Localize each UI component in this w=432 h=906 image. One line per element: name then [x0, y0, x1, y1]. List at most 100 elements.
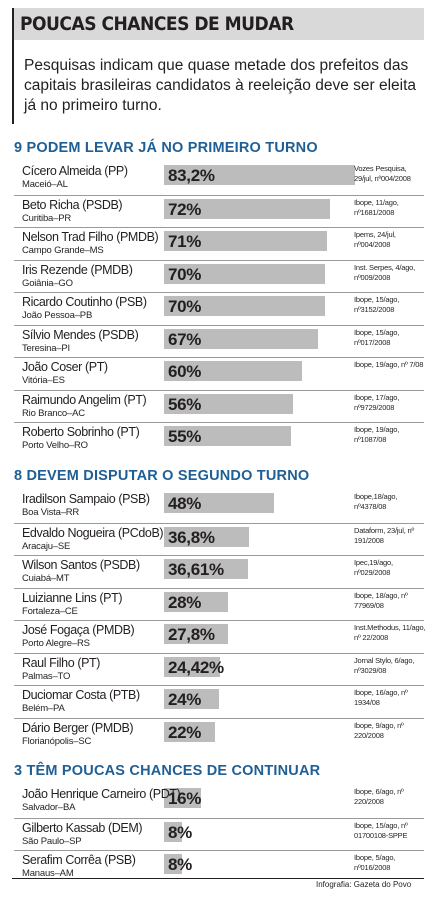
value-label: 55% — [168, 427, 202, 446]
candidate-row: Raul Filho (PT) Palmas–TO 24,42% Jornal Sty… — [14, 652, 424, 686]
candidate-row: Gilberto Kassab (DEM) São Paulo–SP 8% Ibope… — [14, 817, 424, 851]
poll-source: Ibope, 5/ago, nº016/2008 — [354, 853, 396, 872]
value-label: 28% — [168, 592, 202, 612]
bottom-divider — [12, 878, 424, 879]
candidate-row: José Fogaça (PMDB) Porto Alegre–RS 27,8% In… — [14, 620, 426, 653]
poll-source: Ibope, 17/ago, nº9729/2008 — [354, 392, 400, 412]
value-label: 16% — [168, 789, 202, 808]
candidate-name: Cícero Almeida (PP) — [22, 164, 128, 178]
value-bar — [164, 526, 249, 547]
value-bar — [164, 721, 215, 742]
candidate-name: Duciomar Costa (PTB) — [22, 688, 140, 702]
candidate-city: Boa Vista–RR — [22, 507, 80, 518]
candidate-name: João Coser (PT) — [22, 360, 108, 374]
candidate-name: Beto Richa (PSDB) — [22, 197, 123, 212]
poll-source: Ibope, 11/ago, nº1681/2008 — [354, 197, 399, 217]
value-label: 70% — [168, 297, 202, 316]
bar-chart-rows: João Henrique Carneiro (PDT) Salvador–BA 1… — [14, 785, 424, 883]
credit: Infografia: Gazeta do Povo — [316, 880, 412, 889]
poll-source: Ibope, 9/ago, nº 220/2008 — [354, 720, 404, 740]
value-bar — [164, 263, 325, 284]
value-label: 70% — [168, 264, 202, 284]
poll-source: Ibope, 15/ago, nº3152/2008 — [354, 295, 400, 314]
value-bar — [164, 689, 220, 709]
bar-chart-rows: Iradilson Sampaio (PSB) Boa Vista–RR 48% Ib… — [14, 490, 426, 751]
candidate-row: Dário Berger (PMDB) Florianópolis–SC 22% Ib… — [14, 717, 424, 751]
value-bar — [164, 493, 275, 513]
value-label: 27,8% — [168, 625, 215, 644]
poll-source: Ibope, 15/ago, nº 01700108-SPPE — [354, 820, 408, 840]
poll-source: Ibope, 6/ago, nº 220/2008 — [354, 787, 404, 806]
value-bar — [164, 328, 319, 349]
candidate-row: João Coser (PT) Vitória–ES 60% Ibope, 19/ag… — [14, 357, 424, 390]
candidate-name: Wilson Santos (PSDB) — [22, 558, 140, 572]
poll-source: Ipems, 24/jul, nº004/2008 — [354, 230, 396, 249]
value-label: 36,61% — [168, 560, 224, 579]
candidate-city: Porto Velho–RO — [22, 440, 88, 451]
candidate-city: João Pessoa–PB — [22, 310, 93, 321]
candidate-row: João Henrique Carneiro (PDT) Salvador–BA 1… — [14, 785, 424, 818]
candidate-city: Teresina–PI — [22, 342, 70, 354]
poll-source: Ibope,18/ago, nº4378/08 — [354, 492, 398, 511]
candidate-name: Luizianne Lins (PT) — [22, 590, 123, 605]
candidate-city: Goiânia–GO — [22, 277, 73, 289]
candidate-city: Curitiba–PR — [22, 212, 72, 224]
value-label: 24,42% — [168, 657, 224, 677]
value-label: 22% — [168, 722, 202, 742]
value-label: 24% — [168, 690, 202, 709]
value-bar — [164, 656, 221, 677]
candidate-name: Raimundo Angelim (PT) — [22, 392, 147, 407]
value-label: 60% — [168, 362, 202, 381]
value-label: 56% — [168, 394, 202, 414]
candidate-row: Wilson Santos (PSDB) Cuiabá–MT 36,61% Ipec,… — [14, 555, 424, 588]
candidate-name: Ricardo Coutinho (PSB) — [22, 295, 147, 309]
poll-source: Ibope, 19/ago, nº 7/08 — [354, 360, 424, 369]
candidate-city: Rio Branco–AC — [22, 407, 85, 419]
value-bar — [164, 165, 356, 185]
value-bar — [164, 559, 249, 579]
poll-source: Inst. Serpes, 4/ago, nº009/2008 — [354, 262, 416, 282]
candidate-name: Edvaldo Nogueira (PCdoB) — [22, 525, 164, 540]
candidate-row: Duciomar Costa (PTB) Belém–PA 24% Ibope, 16… — [14, 685, 424, 718]
value-label: 36,8% — [168, 527, 215, 547]
candidate-row: Ricardo Coutinho (PSB) João Pessoa–PB 70% I… — [14, 292, 424, 325]
candidate-city: Maceió–AL — [22, 179, 68, 190]
candidate-row: Roberto Sobrinho (PT) Porto Velho–RO 55% Ib… — [14, 422, 424, 455]
candidate-city: Campo Grande–MS — [22, 245, 104, 256]
candidate-city: Florianópolis–SC — [22, 735, 92, 747]
candidate-city: Belém–PA — [22, 703, 65, 714]
value-bar — [164, 624, 228, 644]
section-title: 3 TÊM POUCAS CHANCES DE CONTINUAR — [14, 763, 321, 779]
candidate-row: Iris Rezende (PMDB) Goiânia–GO 70% Inst. Se… — [14, 259, 424, 293]
section-title: 8 DEVEM DISPUTAR O SEGUNDO TURNO — [14, 468, 310, 484]
candidate-row: Luizianne Lins (PT) Fortaleza–CE 28% Ibope,… — [14, 587, 424, 621]
candidate-city: Palmas–TO — [22, 670, 71, 682]
poll-source: Vozes Pesquisa, 29/jul, nº004/2008 — [354, 164, 411, 183]
candidate-city: São Paulo–SP — [22, 835, 82, 847]
candidate-name: Iradilson Sampaio (PSB) — [22, 492, 150, 506]
subtitle-text: Pesquisas indicam que quase metade dos p… — [24, 57, 417, 114]
value-bar — [164, 393, 293, 414]
candidate-city: Cuiabá–MT — [22, 573, 70, 584]
candidate-name: Sílvio Mendes (PSDB) — [22, 327, 139, 342]
value-bar — [164, 821, 183, 842]
candidate-name: Serafim Corrêa (PSB) — [22, 853, 136, 867]
candidate-city: Fortaleza–CE — [22, 605, 78, 617]
candidate-name: Raul Filho (PT) — [22, 655, 101, 670]
value-label: 72% — [168, 199, 202, 219]
value-bar — [164, 591, 229, 612]
value-bar — [164, 788, 201, 808]
candidate-row: Sílvio Mendes (PSDB) Teresina–PI 67% Ibope,… — [14, 324, 424, 358]
candidate-city: Salvador–BA — [22, 802, 76, 813]
candidate-name: Gilberto Kassab (DEM) — [22, 820, 143, 835]
value-label: 8% — [168, 855, 192, 874]
value-bar — [164, 296, 325, 316]
value-bar — [164, 361, 302, 381]
candidate-row: Nelson Trad Filho (PMDB) Campo Grande–MS 7… — [14, 227, 424, 260]
poll-source: Dataform, 23/jul, nº 191/2008 — [354, 525, 415, 545]
candidate-row: Iradilson Sampaio (PSB) Boa Vista–RR 48% Ib… — [14, 490, 424, 523]
value-label: 83,2% — [168, 166, 215, 185]
subtitle: Pesquisas indicam que quase metade dos p… — [12, 40, 424, 124]
bar-chart-rows: Cícero Almeida (PP) Maceió–AL 83,2% Vozes P… — [14, 162, 424, 455]
value-label: 67% — [168, 329, 202, 349]
